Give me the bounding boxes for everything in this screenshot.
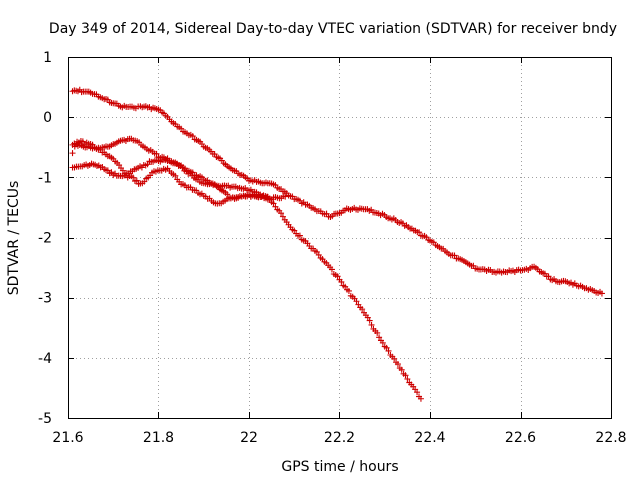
data-point [69,150,76,157]
data-point [189,133,196,140]
data-point [153,150,160,157]
y-tick-label: -2 [38,231,52,247]
x-tick-label: 22.6 [505,430,536,446]
y-tick-label: -4 [38,351,52,367]
x-tick-label: 22.4 [414,430,445,446]
y-tick-label: -1 [38,170,52,186]
data-point [353,298,360,305]
data-point [338,278,345,285]
data-point [368,321,375,328]
data-point [144,161,151,168]
x-tick-label: 21.6 [52,430,83,446]
series-satellite-d [69,137,271,202]
y-tick-label: 0 [43,110,52,126]
data-point [414,389,421,396]
data-point [366,317,373,324]
data-point [141,178,148,185]
data-point [116,162,123,169]
data-point [279,213,286,220]
y-ticks: 1 0 -1 -2 -3 -4 -5 [38,50,611,427]
data-point [451,252,458,259]
data-point [404,376,411,383]
x-tick-label: 22.2 [324,430,355,446]
data-point [130,174,137,181]
data-point [71,143,78,150]
x-tick-label: 22 [240,430,258,446]
data-point [398,366,405,373]
x-ticks: 21.6 21.8 22 22.2 22.4 22.6 22.8 [52,57,627,446]
y-axis-label: SDTVAR / TECUs [6,181,22,296]
chart-title: Day 349 of 2014, Sidereal Day-to-day VTE… [49,21,617,37]
data-point [334,273,341,280]
data-points [69,86,605,402]
data-point [598,290,605,297]
data-point [402,372,409,379]
series-satellite-a [69,86,605,297]
x-tick-label: 21.8 [143,430,174,446]
y-tick-label: 1 [43,50,52,66]
data-point [383,344,390,351]
data-point [359,306,366,313]
data-point [296,232,303,239]
y-tick-label: -5 [38,411,52,427]
data-point [282,193,289,200]
gridlines [68,57,611,418]
y-tick-label: -3 [38,291,52,307]
data-point [345,287,352,294]
data-point [328,266,335,273]
data-point [379,339,386,346]
data-point [278,210,285,217]
data-point [416,229,423,236]
data-point [417,395,424,402]
data-point [374,329,381,336]
data-point [270,200,277,207]
data-point [385,347,392,354]
data-point [133,177,140,184]
x-axis-label: GPS time / hours [281,459,398,475]
data-point [394,361,401,368]
data-point [313,248,320,255]
x-tick-label: 22.8 [595,430,626,446]
data-point [172,172,179,179]
data-point [545,273,552,280]
data-point [264,193,271,200]
data-point [391,355,398,362]
data-point [376,334,383,341]
